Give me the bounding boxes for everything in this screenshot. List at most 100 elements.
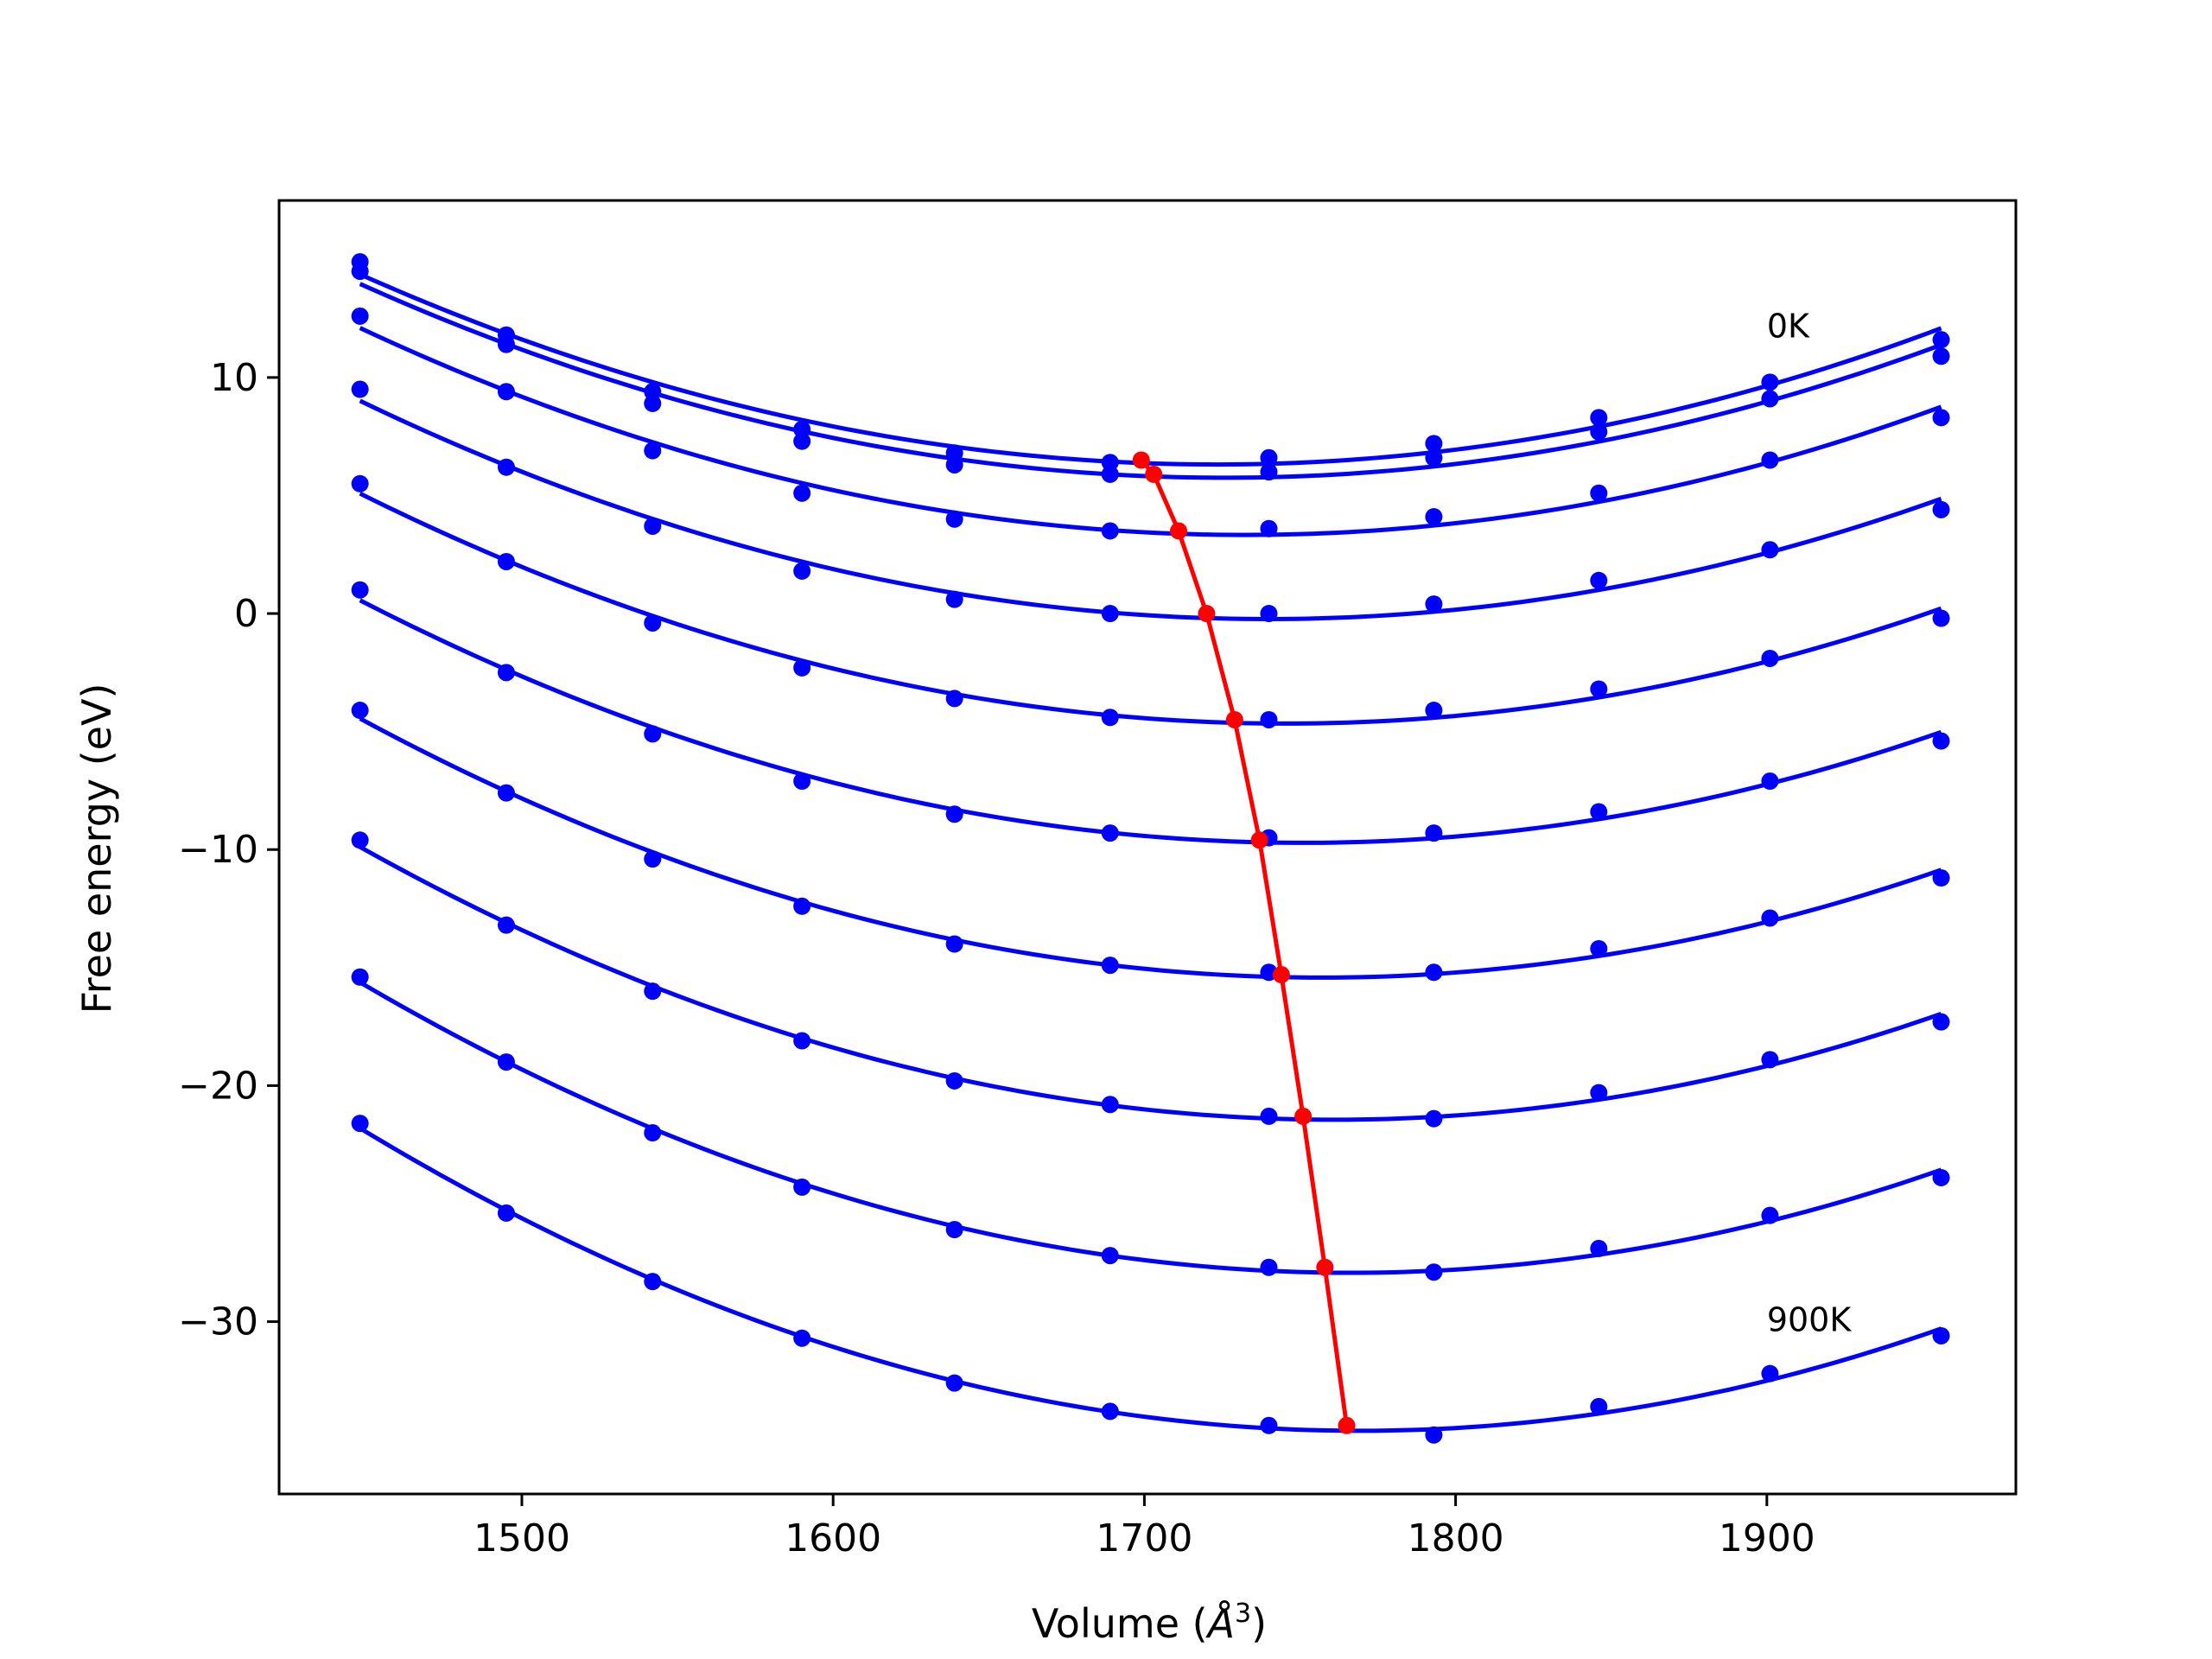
y-tick-label: −30: [178, 1300, 258, 1344]
series-4-point: [1761, 541, 1779, 559]
series-8-point: [351, 831, 369, 849]
temperature-annotation: 0K: [1767, 307, 1810, 345]
series-6-point: [1101, 824, 1119, 842]
series-8-point: [497, 916, 515, 934]
series-6-point: [1932, 732, 1950, 750]
series-7-point: [1932, 869, 1950, 887]
series-7-point: [1425, 963, 1443, 982]
series-5-point: [945, 690, 963, 708]
series-10-point: [793, 1329, 811, 1347]
series-10-point: [1932, 1326, 1950, 1344]
series-9-point: [1425, 1263, 1443, 1281]
series-9-point: [1932, 1168, 1950, 1186]
series-3-point: [351, 307, 369, 325]
series-6-point: [1590, 803, 1608, 821]
series-9-point: [793, 1178, 811, 1196]
annotations: 0K 900K: [1767, 307, 1853, 1338]
series-7-point: [1590, 939, 1608, 957]
series-8-point: [1761, 1051, 1779, 1069]
series-5-point: [793, 658, 811, 677]
x-tick-label: 1600: [785, 1516, 881, 1560]
series-7-point: [644, 850, 662, 868]
series-9-point: [1761, 1206, 1779, 1224]
series-4-point: [793, 562, 811, 580]
y-axis-label: Free energy (eV): [73, 683, 120, 1014]
series-7-curve: [359, 716, 1942, 980]
series-7-point: [497, 784, 515, 802]
minimum-point: [1132, 451, 1150, 469]
series-7-point: [945, 935, 963, 953]
series-6-curve: [359, 598, 1942, 845]
minimum-point: [1294, 1107, 1313, 1125]
series-4-point: [644, 517, 662, 535]
series-8-point: [1260, 1107, 1278, 1125]
minimum-point: [1316, 1258, 1334, 1276]
y-tick-label: 0: [234, 592, 258, 636]
x-tick-label: 1900: [1719, 1516, 1815, 1560]
series-9-point: [945, 1221, 963, 1239]
series-10-point: [497, 1204, 515, 1222]
series-1-point: [1260, 448, 1278, 467]
series-1-point: [1590, 409, 1608, 427]
series-4-point: [1425, 595, 1443, 613]
series-2-point: [644, 394, 662, 412]
series-3-point: [945, 510, 963, 528]
series-4-point: [1590, 571, 1608, 589]
minimum-point: [1338, 1416, 1356, 1434]
series-3-point: [1101, 522, 1119, 540]
series-3-point: [1761, 451, 1779, 469]
series-8-point: [1932, 1013, 1950, 1031]
series-6-point: [1761, 772, 1779, 791]
series-8-point: [793, 1032, 811, 1050]
series-2-point: [1101, 465, 1119, 483]
series-1-point: [1761, 373, 1779, 391]
series-8-curve: [359, 844, 1942, 1122]
series-2-point: [1932, 347, 1950, 365]
series-8-point: [1590, 1084, 1608, 1102]
y-axis-ticks: 10 0 −10 −20 −30: [178, 356, 279, 1344]
x-tick-label: 1800: [1408, 1516, 1504, 1560]
series-10-point: [1425, 1426, 1443, 1444]
series-6-point: [945, 805, 963, 823]
x-axis-ticks: 1500 1600 1700 1800 1900: [474, 1494, 1815, 1560]
series-6-point: [1425, 824, 1443, 842]
series-2-point: [1761, 390, 1779, 408]
series-5-point: [1932, 609, 1950, 627]
series-3-curve: [359, 326, 1942, 537]
series-7-point: [1101, 957, 1119, 975]
series-10-point: [1590, 1397, 1608, 1415]
series-2-point: [497, 335, 515, 353]
minimum-point: [1198, 605, 1216, 623]
series-1-point: [1932, 331, 1950, 349]
series-4-curve: [359, 398, 1942, 621]
series-7-point: [1761, 909, 1779, 927]
series-9-point: [644, 1124, 662, 1142]
y-tick-label: −20: [178, 1064, 258, 1108]
series-9-point: [1590, 1239, 1608, 1257]
series-3-point: [1425, 508, 1443, 526]
series-4-point: [1101, 605, 1119, 623]
minimum-point: [1225, 710, 1243, 728]
series-5-point: [644, 613, 662, 632]
series-9-curve: [359, 980, 1942, 1275]
series-9-point: [497, 1053, 515, 1071]
series-5-point: [351, 474, 369, 493]
series-4-point: [497, 458, 515, 476]
series-4-point: [351, 380, 369, 398]
y-tick-label: 10: [210, 356, 258, 400]
series-10-point: [1761, 1364, 1779, 1382]
series-5-point: [1260, 710, 1278, 728]
series-9-point: [351, 968, 369, 986]
series-5-point: [1101, 709, 1119, 727]
series-3-point: [1932, 409, 1950, 427]
series-4-point: [1260, 605, 1278, 623]
series-1-curve: [359, 272, 1942, 467]
series-7-point: [793, 897, 811, 915]
series-3-point: [497, 383, 515, 401]
series-8-point: [1425, 1109, 1443, 1128]
series-9-point: [1260, 1258, 1278, 1276]
series-5-curve: [359, 491, 1942, 726]
minimum-point: [1145, 465, 1163, 483]
series-6-point: [793, 772, 811, 791]
series-9-point: [1101, 1247, 1119, 1265]
